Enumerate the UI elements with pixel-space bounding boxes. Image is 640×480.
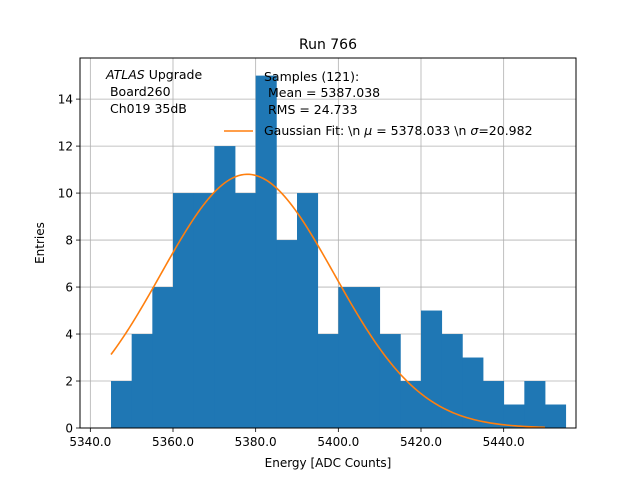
x-axis-ticks: 5340.0 5360.0 5380.0 5400.0 5420.0 5440.0 (69, 428, 525, 449)
legend-mu-symbol: μ (363, 123, 372, 138)
x-tick-label: 5440.0 (483, 435, 525, 449)
histogram-bar (214, 146, 236, 428)
histogram-bar (524, 381, 546, 428)
y-tick-label: 14 (58, 93, 73, 107)
histogram-bar (193, 193, 215, 428)
annotation-text: Upgrade (145, 67, 203, 82)
histogram-bars (111, 75, 567, 428)
histogram-bar (276, 240, 298, 428)
legend-sigma-text: =20.982 (478, 123, 532, 138)
y-axis-ticks: 0 2 4 6 8 10 12 14 (58, 93, 80, 436)
histogram-bar (152, 287, 174, 428)
histogram-bar (483, 381, 505, 428)
y-tick-label: 8 (65, 234, 73, 248)
legend-samples-line-1: Samples (121): (264, 69, 359, 84)
histogram-bar (111, 381, 133, 428)
legend-fit-prefix: Gaussian Fit: \n (264, 123, 364, 138)
histogram-bar (297, 193, 319, 428)
y-tick-label: 4 (65, 328, 73, 342)
fit-line (110, 173, 546, 429)
x-axis-label: Energy [ADC Counts] (265, 456, 392, 470)
histogram-bar (359, 287, 381, 428)
plot-frame (79, 57, 577, 429)
x-tick-label: 5400.0 (317, 435, 359, 449)
histogram-bar (173, 193, 195, 428)
histogram-bar (131, 334, 153, 428)
x-tick-label: 5420.0 (400, 435, 442, 449)
legend-samples-line-3: RMS = 24.733 (264, 102, 358, 117)
y-tick-label: 2 (65, 375, 73, 389)
annotation-italic: ATLAS (105, 67, 145, 82)
histogram-bar (317, 334, 339, 428)
y-tick-label: 10 (58, 187, 73, 201)
x-tick-label: 5360.0 (152, 435, 194, 449)
legend-mu-text: = 5378.033 \n (372, 123, 470, 138)
legend-samples-line-2: Mean = 5387.038 (264, 85, 380, 100)
annotation-block: ATLAS Upgrade Board260 Ch019 35dB (105, 67, 202, 116)
legend: Samples (121): Mean = 5387.038 RMS = 24.… (224, 69, 533, 138)
histogram-bar (379, 334, 401, 428)
histogram-bar (338, 287, 360, 428)
histogram-bar (255, 75, 277, 428)
legend-fit-label: Gaussian Fit: \n μ = 5378.033 \n σ=20.98… (264, 123, 533, 138)
y-tick-label: 12 (58, 140, 73, 154)
legend-sigma-symbol: σ (470, 123, 479, 138)
histogram-bar (400, 381, 422, 428)
annotation-line-1: ATLAS Upgrade (105, 67, 202, 82)
y-tick-label: 6 (65, 281, 73, 295)
chart-title: Run 766 (299, 37, 357, 53)
y-tick-label: 0 (65, 422, 73, 436)
y-axis-label: Entries (33, 222, 47, 264)
histogram-bar (545, 404, 567, 428)
gaussian-fit-curve (110, 173, 546, 429)
histogram-bar (421, 310, 443, 428)
x-tick-label: 5340.0 (69, 435, 111, 449)
annotation-line-3: Ch019 35dB (106, 101, 187, 116)
histogram-bar (462, 357, 484, 428)
annotation-line-2: Board260 (106, 84, 171, 99)
x-tick-label: 5380.0 (235, 435, 277, 449)
histogram-bar (503, 404, 525, 428)
histogram-bar (235, 193, 257, 428)
histogram-bar (441, 334, 463, 428)
